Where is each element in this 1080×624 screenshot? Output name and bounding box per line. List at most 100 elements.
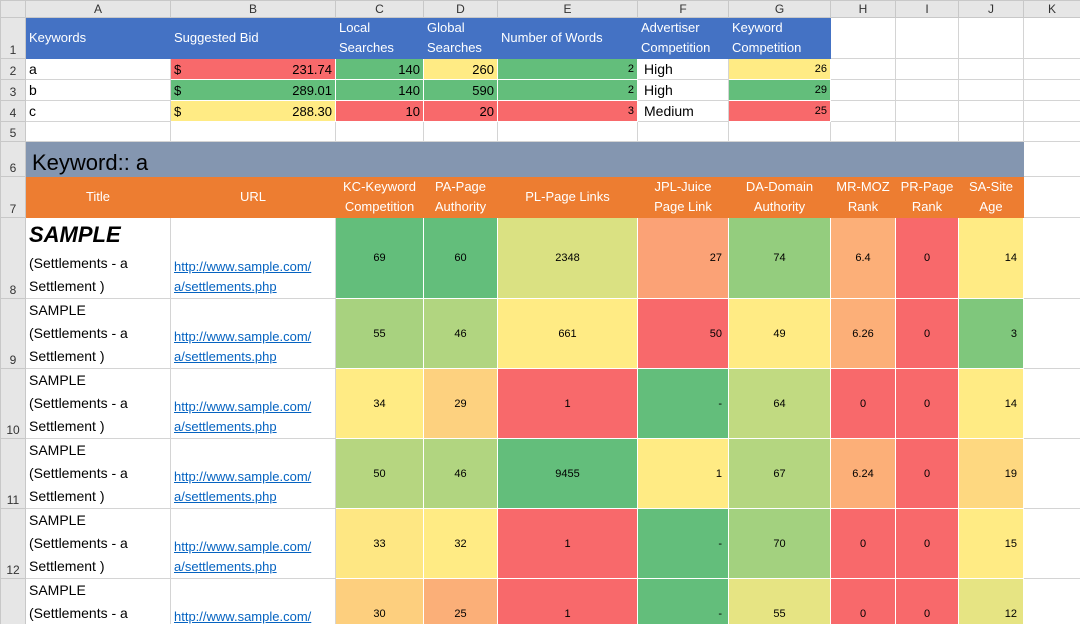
column-header[interactable]: F xyxy=(637,0,729,18)
metric-cell[interactable]: 74 xyxy=(728,217,831,299)
select-all-corner[interactable] xyxy=(0,0,26,18)
local-searches-cell[interactable]: 10 xyxy=(335,100,424,122)
title-cell[interactable]: SAMPLE (Settlements - a Settlement ) xyxy=(25,368,171,439)
global-searches-cell[interactable]: 20 xyxy=(423,100,498,122)
metric-cell[interactable]: 69 xyxy=(335,217,424,299)
metric-cell[interactable]: 6.24 xyxy=(830,438,896,509)
metric-cell[interactable]: 1 xyxy=(497,508,638,579)
url-link[interactable]: http://www.sample.com/ a/settlements.php xyxy=(170,438,336,509)
cell[interactable] xyxy=(1023,58,1080,80)
cell[interactable] xyxy=(423,121,498,142)
cell[interactable] xyxy=(958,58,1024,80)
metric-cell[interactable]: 2348 xyxy=(497,217,638,299)
metric-cell[interactable]: 50 xyxy=(637,298,729,369)
metric-cell[interactable]: 3 xyxy=(958,298,1024,369)
metric-cell[interactable]: 6.26 xyxy=(830,298,896,369)
suggested-bid-cell[interactable]: $231.74 xyxy=(170,58,336,80)
cell[interactable] xyxy=(895,100,959,122)
cell[interactable] xyxy=(1023,176,1080,218)
metric-cell[interactable]: 661 xyxy=(497,298,638,369)
cell[interactable] xyxy=(830,17,896,59)
keyword-cell[interactable]: b xyxy=(25,79,171,101)
column-header[interactable]: J xyxy=(958,0,1024,18)
cell[interactable] xyxy=(895,79,959,101)
column-header[interactable]: A xyxy=(25,0,171,18)
title-cell[interactable]: SAMPLE (Settlements - a Settlement ) xyxy=(25,578,171,624)
advertiser-competition-cell[interactable]: High xyxy=(637,58,729,80)
metric-cell[interactable]: 55 xyxy=(335,298,424,369)
cell[interactable] xyxy=(830,79,896,101)
metric-cell[interactable]: 60 xyxy=(423,217,498,299)
cell[interactable] xyxy=(895,58,959,80)
cell[interactable] xyxy=(1023,141,1080,177)
cell[interactable] xyxy=(637,121,729,142)
keyword-section-title[interactable]: Keyword:: a xyxy=(25,141,1024,177)
cell[interactable] xyxy=(958,79,1024,101)
row-header[interactable]: 12 xyxy=(0,508,26,579)
metric-cell[interactable]: 0 xyxy=(895,217,959,299)
cell[interactable] xyxy=(1023,17,1080,59)
row-header[interactable]: 2 xyxy=(0,58,26,80)
metric-cell[interactable]: 0 xyxy=(830,508,896,579)
cell[interactable] xyxy=(1023,368,1080,439)
column-header[interactable]: D xyxy=(423,0,498,18)
title-cell[interactable]: SAMPLE (Settlements - a Settlement ) xyxy=(25,217,171,299)
metric-cell[interactable]: 0 xyxy=(895,368,959,439)
metric-cell[interactable]: 19 xyxy=(958,438,1024,509)
cell[interactable] xyxy=(1023,438,1080,509)
metric-header-cell[interactable]: KC-Keyword Competition xyxy=(335,176,424,218)
url-link[interactable]: http://www.sample.com/ a/settlements.php xyxy=(170,578,336,624)
cell[interactable] xyxy=(895,17,959,59)
metric-header-cell[interactable]: PA-Page Authority xyxy=(423,176,498,218)
url-link[interactable]: http://www.sample.com/ a/settlements.php xyxy=(170,298,336,369)
row-header[interactable]: 4 xyxy=(0,100,26,122)
local-searches-cell[interactable]: 140 xyxy=(335,58,424,80)
header-cell[interactable]: Advertiser Competition xyxy=(637,17,729,59)
row-header[interactable]: 11 xyxy=(0,438,26,509)
cell[interactable] xyxy=(25,121,171,142)
cell[interactable] xyxy=(830,100,896,122)
cell[interactable] xyxy=(1023,100,1080,122)
metric-cell[interactable]: 0 xyxy=(895,578,959,624)
cell[interactable] xyxy=(1023,217,1080,299)
keyword-competition-cell[interactable]: 26 xyxy=(728,58,831,80)
header-cell[interactable]: Suggested Bid xyxy=(170,17,336,59)
column-header[interactable]: E xyxy=(497,0,638,18)
cell[interactable] xyxy=(335,121,424,142)
metric-cell[interactable]: 9455 xyxy=(497,438,638,509)
column-header[interactable]: I xyxy=(895,0,959,18)
row-header[interactable]: 9 xyxy=(0,298,26,369)
metric-cell[interactable]: 1 xyxy=(637,438,729,509)
advertiser-competition-cell[interactable]: High xyxy=(637,79,729,101)
header-cell[interactable]: Keywords xyxy=(25,17,171,59)
cell[interactable] xyxy=(958,100,1024,122)
metric-header-cell[interactable]: MR-MOZ Rank xyxy=(830,176,896,218)
metric-cell[interactable]: 27 xyxy=(637,217,729,299)
keyword-cell[interactable]: c xyxy=(25,100,171,122)
metric-cell[interactable]: 30 xyxy=(335,578,424,624)
metric-header-cell[interactable]: URL xyxy=(170,176,336,218)
metric-header-cell[interactable]: PL-Page Links xyxy=(497,176,638,218)
advertiser-competition-cell[interactable]: Medium xyxy=(637,100,729,122)
suggested-bid-cell[interactable]: $289.01 xyxy=(170,79,336,101)
local-searches-cell[interactable]: 140 xyxy=(335,79,424,101)
header-cell[interactable]: Global Searches xyxy=(423,17,498,59)
metric-cell[interactable]: 12 xyxy=(958,578,1024,624)
metric-cell[interactable]: 0 xyxy=(830,368,896,439)
number-of-words-cell[interactable]: 2 xyxy=(497,58,638,80)
header-cell[interactable]: Number of Words xyxy=(497,17,638,59)
url-link[interactable]: http://www.sample.com/ a/settlements.php xyxy=(170,508,336,579)
metric-cell[interactable]: 0 xyxy=(895,508,959,579)
cell[interactable] xyxy=(1023,79,1080,101)
cell[interactable] xyxy=(958,121,1024,142)
number-of-words-cell[interactable]: 2 xyxy=(497,79,638,101)
url-link[interactable]: http://www.sample.com/ a/settlements.php xyxy=(170,368,336,439)
column-header[interactable]: G xyxy=(728,0,831,18)
suggested-bid-cell[interactable]: $288.30 xyxy=(170,100,336,122)
title-cell[interactable]: SAMPLE (Settlements - a Settlement ) xyxy=(25,298,171,369)
header-cell[interactable]: Local Searches xyxy=(335,17,424,59)
metric-cell[interactable]: 64 xyxy=(728,368,831,439)
column-header[interactable]: C xyxy=(335,0,424,18)
metric-cell[interactable]: - xyxy=(637,508,729,579)
metric-cell[interactable]: 33 xyxy=(335,508,424,579)
